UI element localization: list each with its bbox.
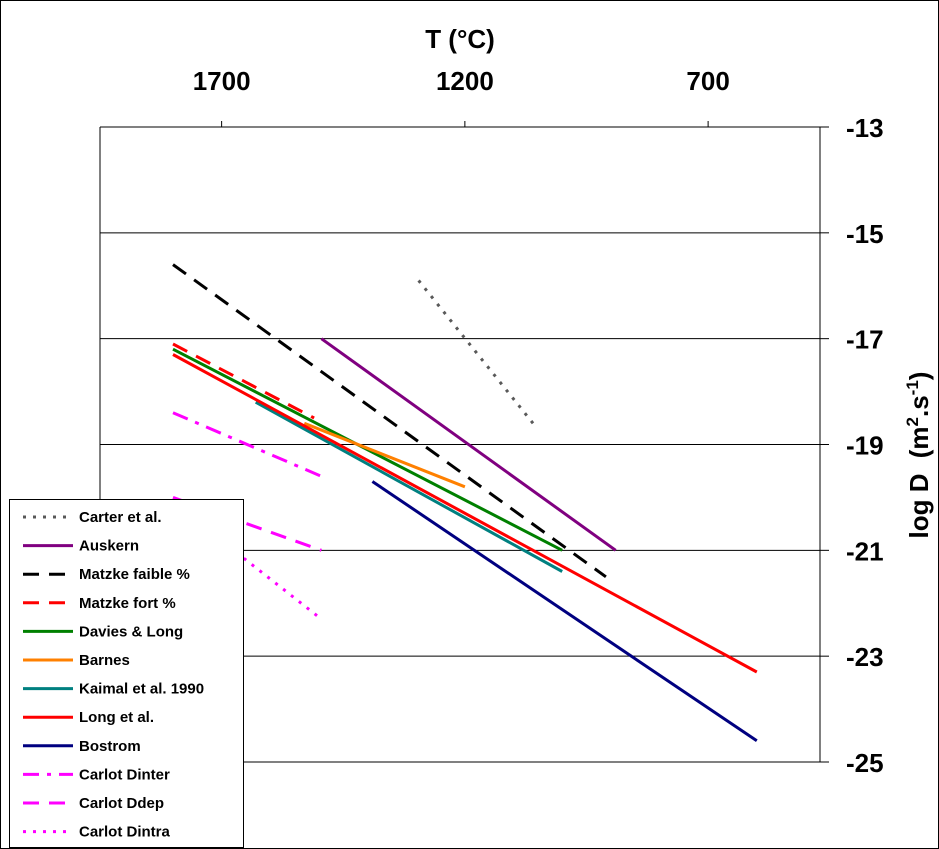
series-line <box>254 400 563 573</box>
series-line <box>172 411 322 478</box>
x-axis-title: T (°C) <box>425 24 495 54</box>
legend-label: Bostrom <box>79 738 141 755</box>
series-line <box>320 337 617 552</box>
svg-text:log D (m2.s-1): log D (m2.s-1) <box>903 372 934 539</box>
legend-label: Matzke faible % <box>79 566 190 583</box>
y-axis-title: log D (m2.s-1) <box>903 372 934 539</box>
legend-label: Carlot Dintra <box>79 824 171 841</box>
legend-label: Long et al. <box>79 709 154 726</box>
legend: Carter et al. Auskern Matzke faible % Matzk… <box>9 499 244 848</box>
y-tick-label: -17 <box>846 325 884 355</box>
y-tick-label: -21 <box>846 536 884 566</box>
legend-label: Carter et al. <box>79 509 162 526</box>
legend-label: Matzke fort % <box>79 595 176 612</box>
y-tick-label: -15 <box>846 219 884 249</box>
y-axis-title-main: log D <box>904 473 934 538</box>
x-tick-label: 1200 <box>436 66 494 96</box>
series-line <box>172 342 315 420</box>
series-line <box>417 279 535 425</box>
series-line <box>303 421 466 489</box>
legend-label: Barnes <box>79 652 130 669</box>
y-tick-label: -23 <box>846 642 884 672</box>
y-tick-label: -19 <box>846 431 884 461</box>
legend-label: Davies & Long <box>79 623 183 640</box>
legend-label: Carlot Dinter <box>79 766 170 783</box>
legend-label: Kaimal et al. 1990 <box>79 681 204 698</box>
legend-box <box>9 499 244 848</box>
legend-label: Carlot Ddep <box>79 795 164 812</box>
series-line <box>172 353 758 674</box>
y-tick-label: -13 <box>846 113 884 143</box>
x-tick-label: 700 <box>686 66 729 96</box>
legend-label: Auskern <box>79 538 139 555</box>
series-line <box>172 263 607 579</box>
x-tick-label: 1700 <box>193 66 251 96</box>
series-line <box>371 480 758 743</box>
y-tick-label: -25 <box>846 748 884 778</box>
